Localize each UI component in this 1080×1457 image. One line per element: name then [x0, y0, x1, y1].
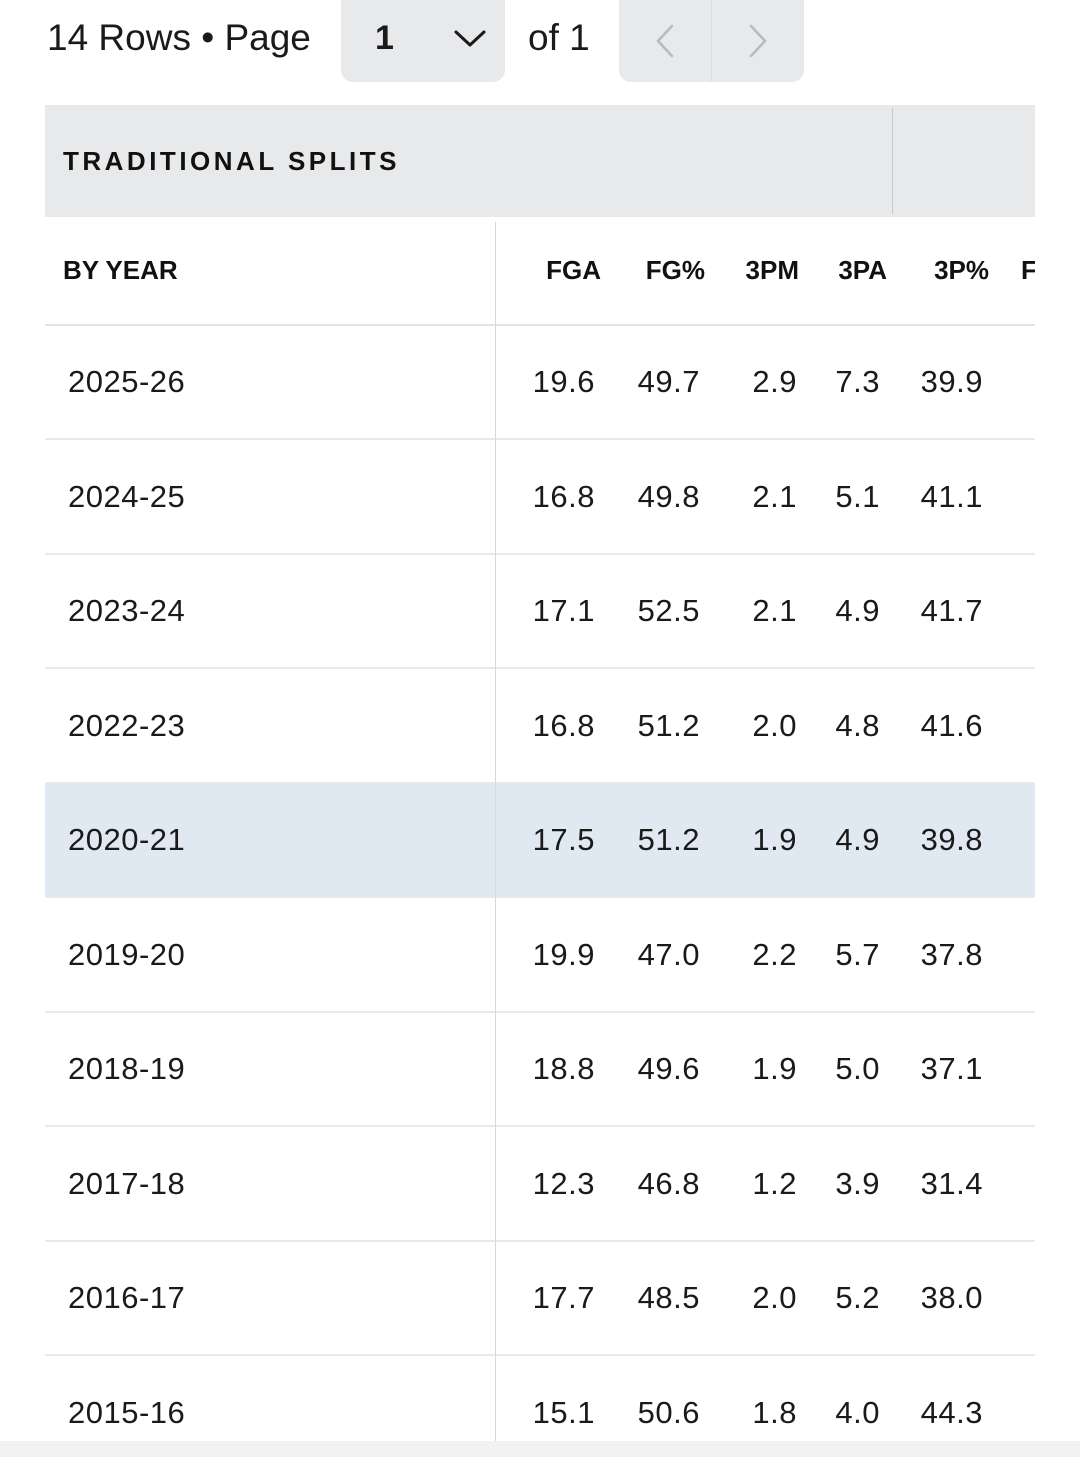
next-page-button[interactable]: [711, 0, 804, 82]
3pm-cell: 1.9: [752, 1051, 797, 1086]
column-header-next-partial[interactable]: F: [1021, 255, 1035, 285]
year-cell: 2018-19: [68, 1051, 186, 1086]
table-row[interactable]: 2020-21 17.5 51.2 1.9 4.9 39.8: [45, 784, 1035, 898]
fga-cell: 17.7: [532, 1280, 595, 1315]
year-cell: 2017-18: [68, 1166, 186, 1201]
3pm-cell: 1.8: [752, 1395, 797, 1430]
table-row[interactable]: 2022-23 16.8 51.2 2.0 4.8 41.6: [45, 670, 1035, 784]
table-row[interactable]: 2023-24 17.1 52.5 2.1 4.9 41.7: [45, 555, 1035, 669]
3pm-cell: 1.9: [752, 822, 797, 857]
column-header-year[interactable]: BY YEAR: [63, 255, 178, 285]
3pm-cell: 2.2: [752, 937, 797, 972]
fga-cell: 16.8: [532, 708, 595, 743]
3p-pct-cell: 37.1: [920, 1051, 983, 1086]
3p-pct-cell: 39.9: [920, 364, 983, 399]
3pa-cell: 5.0: [835, 1051, 880, 1086]
frozen-column-divider: [495, 222, 496, 1441]
table-row[interactable]: 2025-26 19.6 49.7 2.9 7.3 39.9: [45, 326, 1035, 440]
fga-cell: 16.8: [532, 479, 595, 514]
fg-pct-cell: 52.5: [637, 593, 700, 628]
fga-cell: 19.6: [532, 364, 595, 399]
page-nav-group: [619, 0, 804, 82]
3pm-cell: 1.2: [752, 1166, 797, 1201]
year-cell: 2025-26: [68, 364, 186, 399]
3pm-cell: 2.0: [752, 708, 797, 743]
column-header-3pm[interactable]: 3PM: [745, 255, 799, 285]
3pa-cell: 4.8: [835, 708, 880, 743]
table-row[interactable]: 2024-25 16.8 49.8 2.1 5.1 41.1: [45, 441, 1035, 555]
fg-pct-cell: 51.2: [637, 822, 700, 857]
fga-cell: 15.1: [532, 1395, 595, 1430]
table-row[interactable]: 2017-18 12.3 46.8 1.2 3.9 31.4: [45, 1128, 1035, 1242]
previous-page-button[interactable]: [619, 0, 711, 82]
rows-count-label: 14 Rows • Page: [47, 17, 311, 58]
year-cell: 2020-21: [68, 822, 186, 857]
3p-pct-cell: 38.0: [920, 1280, 983, 1315]
fga-cell: 17.1: [532, 593, 595, 628]
fg-pct-cell: 47.0: [637, 937, 700, 972]
chevron-left-icon: [656, 24, 674, 58]
table-row[interactable]: 2015-16 15.1 50.6 1.8 4.0 44.3: [45, 1357, 1035, 1441]
fg-pct-cell: 49.7: [637, 364, 700, 399]
3p-pct-cell: 41.1: [920, 479, 983, 514]
year-cell: 2022-23: [68, 708, 186, 743]
stats-table: TRADITIONAL SPLITS BY YEAR FGA FG% 3PM 3…: [45, 105, 1035, 1441]
group-divider: [892, 108, 893, 214]
fga-cell: 12.3: [532, 1166, 595, 1201]
page-total-label: of 1: [528, 17, 590, 58]
fg-pct-cell: 48.5: [637, 1280, 700, 1315]
fg-pct-cell: 49.8: [637, 479, 700, 514]
year-cell: 2016-17: [68, 1280, 186, 1315]
pagination-bar: 14 Rows • Page 1 of 1: [0, 0, 1080, 84]
3pa-cell: 3.9: [835, 1166, 880, 1201]
3p-pct-cell: 44.3: [920, 1395, 983, 1430]
table-row[interactable]: 2019-20 19.9 47.0 2.2 5.7 37.8: [45, 899, 1035, 1013]
fg-pct-cell: 46.8: [637, 1166, 700, 1201]
page-select-dropdown[interactable]: 1: [341, 0, 505, 82]
group-title: TRADITIONAL SPLITS: [63, 146, 400, 176]
chevron-right-icon: [749, 24, 767, 58]
3pa-cell: 5.1: [835, 479, 880, 514]
fga-cell: 19.9: [532, 937, 595, 972]
3pa-cell: 4.9: [835, 593, 880, 628]
3pa-cell: 7.3: [835, 364, 880, 399]
chevron-down-icon: [454, 30, 486, 47]
3pa-cell: 5.7: [835, 937, 880, 972]
column-header-fg-pct[interactable]: FG%: [645, 255, 705, 285]
year-cell: 2023-24: [68, 593, 186, 628]
fg-pct-cell: 50.6: [637, 1395, 700, 1430]
column-header-3p-pct[interactable]: 3P%: [934, 255, 989, 285]
column-header-row: BY YEAR FGA FG% 3PM 3PA 3P% F: [45, 217, 1035, 326]
fg-pct-cell: 49.6: [637, 1051, 700, 1086]
year-cell: 2024-25: [68, 479, 186, 514]
column-header-3pa[interactable]: 3PA: [838, 255, 887, 285]
3pa-cell: 5.2: [835, 1280, 880, 1315]
fga-cell: 18.8: [532, 1051, 595, 1086]
3pm-cell: 2.0: [752, 1280, 797, 1315]
table-row[interactable]: 2018-19 18.8 49.6 1.9 5.0 37.1: [45, 1013, 1035, 1127]
3pm-cell: 2.1: [752, 593, 797, 628]
3pm-cell: 2.9: [752, 364, 797, 399]
3p-pct-cell: 37.8: [920, 937, 983, 972]
year-cell: 2015-16: [68, 1395, 186, 1430]
column-header-fga[interactable]: FGA: [546, 255, 601, 285]
3pa-cell: 4.9: [835, 822, 880, 857]
page-select-value: 1: [375, 19, 394, 57]
3p-pct-cell: 39.8: [920, 822, 983, 857]
fg-pct-cell: 51.2: [637, 708, 700, 743]
3pm-cell: 2.1: [752, 479, 797, 514]
3p-pct-cell: 41.7: [920, 593, 983, 628]
fga-cell: 17.5: [532, 822, 595, 857]
table-row[interactable]: 2016-17 17.7 48.5 2.0 5.2 38.0: [45, 1242, 1035, 1356]
year-cell: 2019-20: [68, 937, 186, 972]
table-group-header: TRADITIONAL SPLITS: [45, 105, 1035, 217]
3pa-cell: 4.0: [835, 1395, 880, 1430]
3p-pct-cell: 31.4: [920, 1166, 983, 1201]
3p-pct-cell: 41.6: [920, 708, 983, 743]
bottom-edge: [0, 1441, 1080, 1457]
